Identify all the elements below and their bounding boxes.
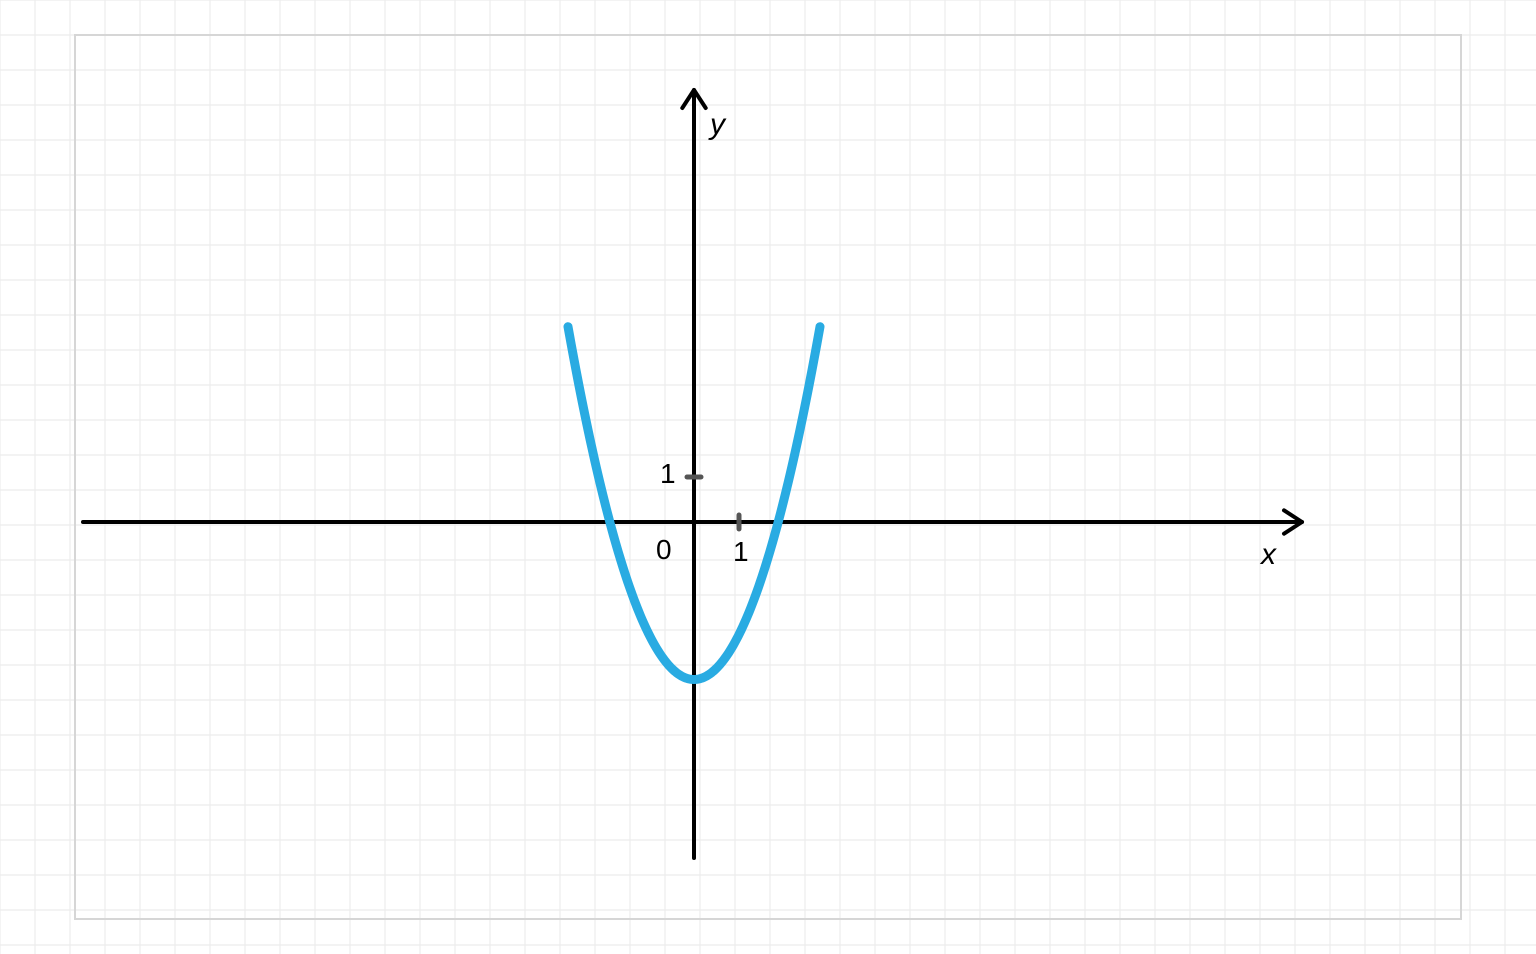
- x-axis-label: x: [1261, 538, 1276, 572]
- y-tick-label: 1: [660, 458, 676, 490]
- y-axis-label: y: [710, 108, 725, 142]
- chart-svg: [0, 0, 1536, 954]
- x-tick-label: 1: [733, 536, 749, 568]
- origin-label: 0: [656, 534, 672, 566]
- chart-stage: x y 0 1 1: [0, 0, 1536, 954]
